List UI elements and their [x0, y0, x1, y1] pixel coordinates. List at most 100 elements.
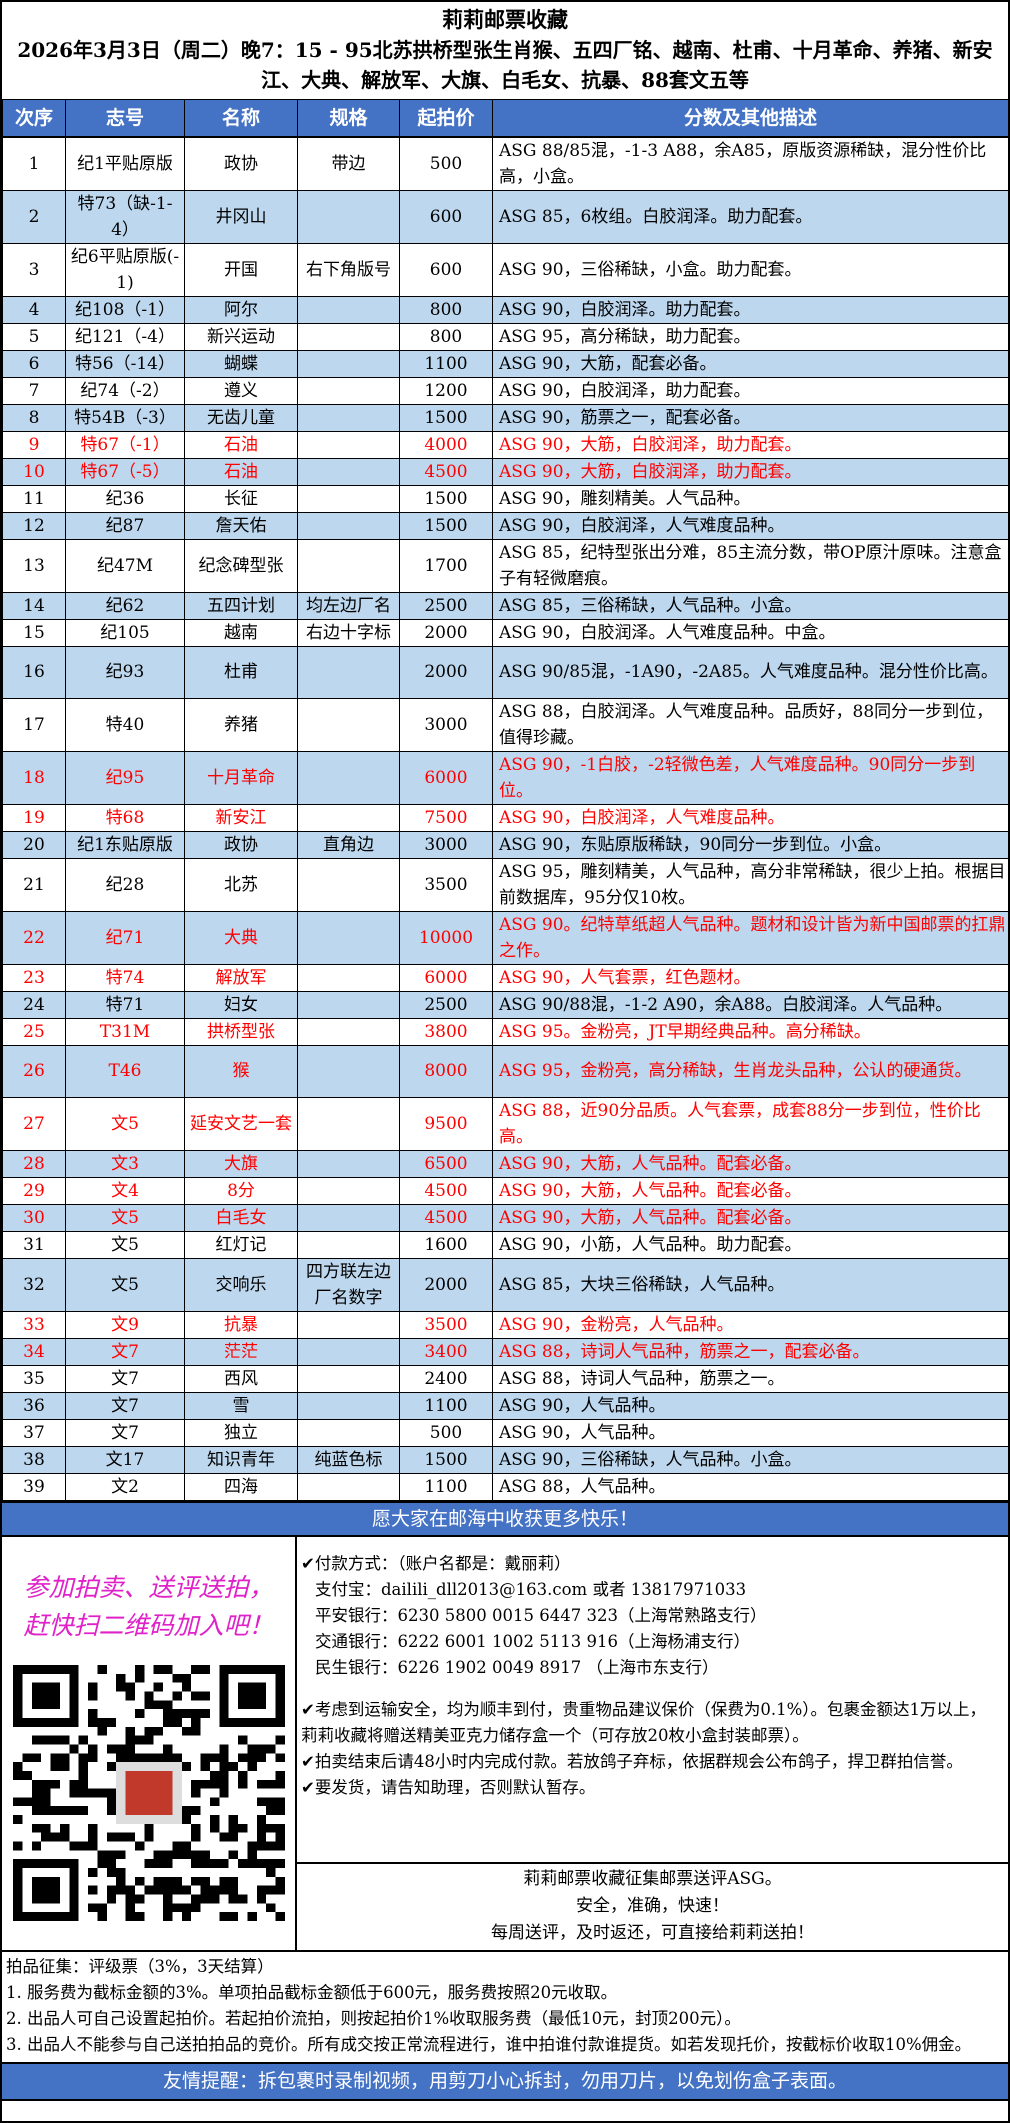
start-price: 1200: [399, 376, 493, 405]
table-row: 30 文5 白毛女 4500 ASG 90，大筋，人气品种。配套必备。: [2, 1203, 1009, 1232]
payment-deadline-note: ✔拍卖结束后请48小时内完成付款。若放鸽子弃标，依据群规会公布鸽子，捍卫群拍信誉…: [301, 1751, 963, 1771]
start-price: 1500: [399, 511, 493, 540]
table-row: 18 纪95 十月革命 6000 ASG 90，-1白胶，-2轻微色差，人气难度品种。9…: [2, 750, 1009, 805]
start-price: 10000: [399, 910, 493, 965]
row-number: 9: [2, 430, 66, 459]
table-row: 36 文7 雪 1100 ASG 90，人气品种。: [2, 1391, 1009, 1420]
stamp-code: 特67（-1）: [65, 430, 185, 459]
description: ASG 88，诗词人气品种，筋票之一。: [492, 1364, 1009, 1393]
wish-banner: 愿大家在邮海中收获更多快乐！: [2, 1500, 1008, 1537]
table-row: 24 特71 妇女 2500 ASG 90/88混，-1-2 A90，余A88。白胶润泽…: [2, 990, 1009, 1019]
asg-line-3: 每周送评，及时返还，可直接给莉莉送拍！: [491, 1922, 814, 1943]
blank-row: [2, 2101, 1008, 2121]
stamp-code: 文2: [65, 1472, 185, 1501]
stamp-code: 文9: [65, 1310, 185, 1339]
row-number: 15: [2, 618, 66, 647]
description: ASG 90，白胶润泽。助力配套。: [492, 295, 1009, 324]
row-number: 25: [2, 1017, 66, 1046]
description: ASG 90，三俗稀缺，人气品种。小盒。: [492, 1445, 1009, 1474]
start-price: 3000: [399, 697, 493, 752]
payment-minsheng: 民生银行：6226 1902 0049 8917 （上海市东支行）: [315, 1657, 719, 1677]
stamp-spec: [297, 295, 400, 324]
table-row: 3 纪6平贴原版(-1) 开国 右下角版号 600 ASG 90，三俗稀缺，小盒。助力配套…: [2, 242, 1009, 297]
table-row: 37 文7 独立 500 ASG 90，人气品种。: [2, 1418, 1009, 1447]
qr-code-icon[interactable]: [12, 1664, 285, 1921]
payment-alipay: 支付宝：dailili_dll2013@163.com 或者 138179710…: [315, 1579, 747, 1599]
description: ASG 88/85混，-1-3 A88，余A85，原版资源稀缺，混分性价比高，小…: [492, 136, 1009, 191]
start-price: 3500: [399, 857, 493, 912]
row-number: 16: [2, 645, 66, 699]
stamp-code: 纪95: [65, 750, 185, 805]
description: ASG 90，东贴原版稀缺，90同分一步到位。小盒。: [492, 830, 1009, 859]
description: ASG 90，雕刻精美。人气品种。: [492, 484, 1009, 513]
description: ASG 95。金粉亮，JT早期经典品种。高分稀缺。: [492, 1017, 1009, 1046]
row-number: 7: [2, 376, 66, 405]
stamp-spec: [297, 430, 400, 459]
table-row: 23 特74 解放军 6000 ASG 90，人气套票，红色题材。: [2, 963, 1009, 992]
start-price: 4000: [399, 430, 493, 459]
asg-line-1: 莉莉邮票收藏征集邮票送评ASG。: [523, 1868, 782, 1889]
description: ASG 90，人气品种。: [492, 1391, 1009, 1420]
table-row: 29 文4 8分 4500 ASG 90，大筋，人气品种。配套必备。: [2, 1176, 1009, 1205]
description: ASG 95，金粉亮，高分稀缺，生肖龙头品种，公认的硬通货。: [492, 1044, 1009, 1098]
row-number: 29: [2, 1176, 66, 1205]
stamp-name: 十月革命: [184, 750, 298, 805]
stamp-name: 越南: [184, 618, 298, 647]
description: ASG 88，白胶润泽。人气难度品种。品质好，88同分一步到位，值得珍藏。: [492, 697, 1009, 752]
shipping-note: ✔考虑到运输安全，均为顺丰到付，贵重物品建议保价（保费为0.1%）。包裹金额达1…: [301, 1699, 986, 1745]
start-price: 1500: [399, 484, 493, 513]
stamp-name: 西风: [184, 1364, 298, 1393]
description: ASG 90，大筋，白胶润泽，助力配套。: [492, 457, 1009, 486]
description: ASG 90，大筋，配套必备。: [492, 349, 1009, 378]
stamp-code: 纪1东贴原版: [65, 830, 185, 859]
description: ASG 90，大筋，人气品种。配套必备。: [492, 1203, 1009, 1232]
stamp-spec: [297, 803, 400, 832]
table-row: 33 文9 抗暴 3500 ASG 90，金粉亮，人气品种。: [2, 1310, 1009, 1339]
table-row: 4 纪108（-1） 阿尔 800 ASG 90，白胶润泽。助力配套。: [2, 295, 1009, 324]
row-number: 3: [2, 242, 66, 297]
start-price: 6500: [399, 1149, 493, 1178]
stamp-spec: [297, 1364, 400, 1393]
start-price: 2500: [399, 591, 493, 620]
start-price: 500: [399, 1418, 493, 1447]
asg-panel: 莉莉邮票收藏征集邮票送评ASG。 安全，准确，快速！ 每周送评，及时返还，可直接…: [297, 1864, 1008, 1950]
rules-section: 拍品征集：评级票（3%，3天结算） 1. 服务费为截标金额的3%。单项拍品截标金…: [2, 1952, 1008, 2062]
stamp-code: 文3: [65, 1149, 185, 1178]
table-row: 9 特67（-1） 石油 4000 ASG 90，大筋，白胶润泽，助力配套。: [2, 430, 1009, 459]
stamp-code: 纪47M: [65, 538, 185, 593]
stamp-spec: [297, 1096, 400, 1151]
start-price: 4500: [399, 1176, 493, 1205]
stamp-code: 特74: [65, 963, 185, 992]
col-header-spec: 规格: [297, 99, 400, 138]
table-row: 34 文7 茫茫 3400 ASG 88，诗词人气品种，筋票之一，配套必备。: [2, 1337, 1009, 1366]
rules-heading: 拍品征集：评级票（3%，3天结算）: [6, 1956, 274, 1976]
stamp-name: 五四计划: [184, 591, 298, 620]
auction-subtitle: 2026年3月3日（周二）晚7：15 - 95北苏拱桥型张生肖猴、五四厂铭、越南…: [17, 38, 993, 92]
description: ASG 90，筋票之一，配套必备。: [492, 403, 1009, 432]
stamp-name: 长征: [184, 484, 298, 513]
row-number: 27: [2, 1096, 66, 1151]
description: ASG 95，高分稀缺，助力配套。: [492, 322, 1009, 351]
description: ASG 90，大筋，人气品种。配套必备。: [492, 1149, 1009, 1178]
start-price: 2500: [399, 990, 493, 1019]
row-number: 30: [2, 1203, 66, 1232]
stamp-code: 文7: [65, 1391, 185, 1420]
stamp-name: 井冈山: [184, 189, 298, 244]
start-price: 7500: [399, 803, 493, 832]
stamp-name: 遵义: [184, 376, 298, 405]
row-number: 10: [2, 457, 66, 486]
stamp-code: 文5: [65, 1096, 185, 1151]
row-number: 6: [2, 349, 66, 378]
row-number: 1: [2, 136, 66, 191]
row-number: 17: [2, 697, 66, 752]
promo-line-2: 赶快扫二维码加入吧！: [23, 1610, 274, 1640]
start-price: 4500: [399, 1203, 493, 1232]
table-row: 21 纪28 北苏 3500 ASG 95，雕刻精美，人气品种，高分非常稀缺，很少上拍。…: [2, 857, 1009, 912]
stamp-code: T46: [65, 1044, 185, 1098]
start-price: 500: [399, 136, 493, 191]
stamp-spec: [297, 645, 400, 699]
row-number: 37: [2, 1418, 66, 1447]
stamp-spec: 右下角版号: [297, 242, 400, 297]
description: ASG 88，诗词人气品种，筋票之一，配套必备。: [492, 1337, 1009, 1366]
